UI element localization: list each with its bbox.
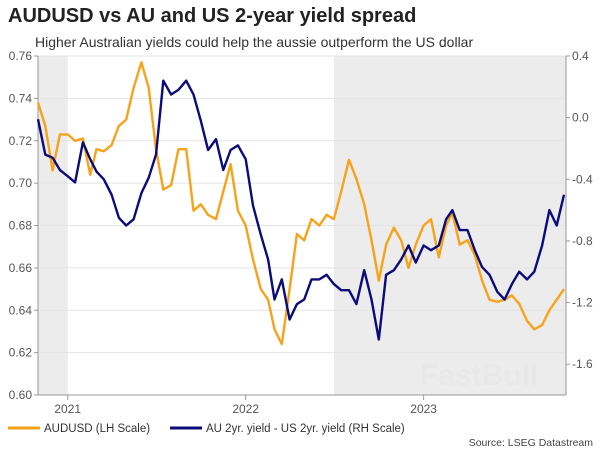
chart-subtitle: Higher Australian yields could help the … [35,34,474,50]
left-axis-tick-label: 0.76 [9,49,33,63]
audusd-line [36,61,565,346]
source-note: Source: LSEG Datastream [469,437,594,449]
left-axis-tick-label: 0.72 [9,134,33,148]
legend-label-spread: AU 2yr. yield - US 2yr. yield (RH Scale) [206,423,405,435]
left-axis-tick-label: 0.64 [9,303,33,317]
left-axis-tick-label: 0.62 [9,346,33,360]
chart-title: AUDUSD vs AU and US 2-year yield spread [8,5,417,27]
right-axis-tick-label: -1.2 [572,296,593,310]
x-axis-tick-label: 2021 [54,402,81,416]
left-axis-tick-label: 0.68 [9,219,33,233]
yield-spread-line [36,79,566,341]
right-axis-tick-label: -0.8 [572,234,593,248]
x-axis-tick-label: 2023 [410,402,437,416]
left-axis-tick-label: 0.66 [9,261,33,275]
right-axis-tick-label: 0.4 [572,49,589,63]
left-axis-tick-label: 0.74 [9,91,33,105]
right-axis-tick-label: -0.4 [572,172,593,186]
x-axis-tick-label: 2022 [232,402,259,416]
left-axis-tick-label: 0.60 [9,388,33,402]
series-lines [36,61,566,346]
axes: 0.60 0.62 0.64 0.66 0.68 0.70 0.72 0.74 0.76 -1.6… [9,49,593,416]
right-axis-tick-label: 0.0 [572,111,589,125]
legend-label-audusd: AUDUSD (LH Scale) [44,423,150,435]
right-axis-tick-label: -1.6 [572,357,593,371]
left-axis-tick-label: 0.70 [9,176,33,190]
legend: AUDUSD (LH Scale) AU 2yr. yield - US 2yr… [8,423,405,435]
fastbull-watermark: FastBull [420,359,538,392]
